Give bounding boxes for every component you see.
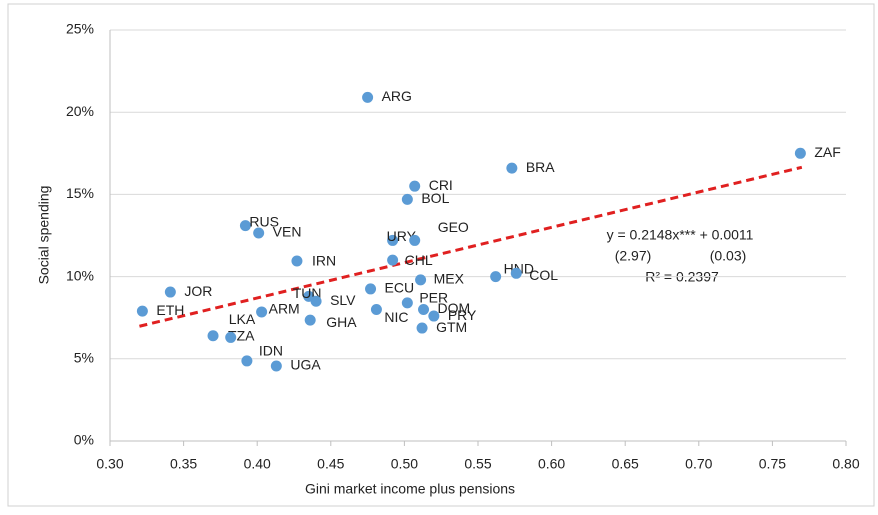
point [418, 303, 430, 315]
point-label: NIC [384, 309, 408, 325]
x-axis-title: Gini market income plus pensions [305, 481, 515, 497]
point [225, 331, 237, 343]
point [510, 267, 522, 279]
point [365, 283, 377, 295]
point [207, 330, 219, 342]
point [506, 162, 518, 174]
point [136, 305, 148, 317]
point-label: URY [387, 228, 417, 244]
x-tick-label: 0.35 [170, 456, 197, 472]
chart-frame [7, 3, 875, 507]
y-tick-label: 20% [66, 103, 94, 119]
point-label: UGA [290, 357, 321, 373]
point-label: JOR [184, 283, 212, 299]
point-label: ZAF [814, 144, 840, 160]
point-label: BOL [421, 190, 449, 206]
point [490, 271, 502, 283]
x-tick-label: 0.80 [832, 456, 859, 472]
point-label: DOM [438, 300, 471, 316]
x-tick-label: 0.75 [759, 456, 786, 472]
x-tick-label: 0.50 [391, 456, 418, 472]
point-label: GHA [326, 314, 357, 330]
point [253, 227, 265, 239]
x-tick-label: 0.65 [612, 456, 639, 472]
point-label: CRI [429, 177, 453, 193]
point [304, 314, 316, 326]
point-label: RUS [249, 213, 279, 229]
point-label: IDN [259, 343, 283, 359]
point [416, 322, 428, 334]
point-label: GTM [436, 319, 467, 335]
point-label: ECU [385, 280, 415, 296]
point [409, 234, 421, 246]
point-label: SLV [330, 292, 356, 308]
point [310, 295, 322, 307]
y-tick-label: 25% [66, 21, 94, 37]
point-label: BRA [526, 159, 555, 175]
y-tick-label: 0% [74, 432, 94, 448]
point-label: VEN [273, 224, 302, 240]
point [415, 274, 427, 286]
point-label: ARG [382, 88, 412, 104]
point [241, 355, 253, 367]
point [428, 310, 440, 322]
point-label: LKA [229, 311, 256, 327]
equation: y = 0.2148x*** + 0.0011 [607, 227, 754, 243]
point-label: IRN [312, 253, 336, 269]
x-tick-label: 0.60 [538, 456, 565, 472]
y-tick-label: 15% [66, 185, 94, 201]
point [387, 234, 399, 246]
slope-t-stat: (2.97) [615, 248, 652, 264]
point-label: MEX [434, 271, 465, 287]
point [401, 193, 413, 205]
point-label: ETH [156, 302, 184, 318]
trendline [139, 165, 803, 328]
y-tick-label: 5% [74, 350, 94, 366]
point [291, 255, 303, 267]
point [164, 286, 176, 298]
point-label: PER [419, 290, 448, 306]
x-tick-label: 0.55 [464, 456, 491, 472]
point [362, 91, 374, 103]
point [270, 360, 282, 372]
point-label: CHL [405, 252, 433, 268]
point-label: COL [529, 267, 558, 283]
point [409, 180, 421, 192]
point [256, 306, 268, 318]
x-tick-label: 0.70 [685, 456, 712, 472]
y-axis-title: Social spending [36, 186, 52, 285]
point [794, 147, 806, 159]
point [239, 220, 251, 232]
x-tick-label: 0.40 [244, 456, 271, 472]
point-label: ARM [269, 301, 300, 317]
y-tick-label: 10% [66, 267, 94, 283]
x-tick-label: 0.45 [317, 456, 344, 472]
point [370, 303, 382, 315]
point-label: PRY [448, 307, 477, 323]
x-tick-label: 0.30 [96, 456, 123, 472]
point [401, 297, 413, 309]
intercept-t-stat: (0.03) [710, 248, 747, 264]
point [387, 254, 399, 266]
point-label: GEO [438, 219, 469, 235]
